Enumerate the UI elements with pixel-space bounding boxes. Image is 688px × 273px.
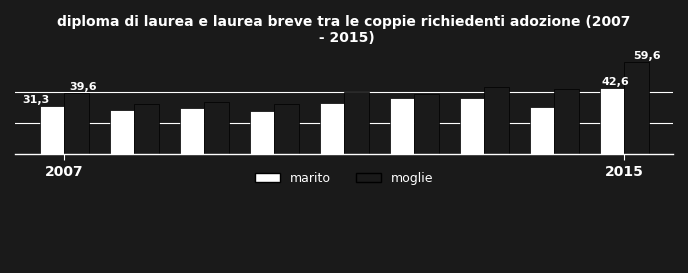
Bar: [180, 108, 204, 154]
Bar: [109, 110, 134, 154]
Text: 31,3: 31,3: [22, 95, 50, 105]
Bar: [39, 106, 64, 154]
Bar: [204, 102, 228, 154]
Bar: [64, 93, 89, 154]
Bar: [484, 87, 508, 154]
Bar: [274, 104, 299, 154]
Legend: marito, moglie: marito, moglie: [250, 167, 438, 190]
Bar: [319, 103, 344, 154]
Bar: [624, 62, 649, 154]
Bar: [344, 92, 369, 154]
Bar: [250, 111, 274, 154]
Bar: [599, 88, 624, 154]
Text: 42,6: 42,6: [601, 77, 629, 87]
Text: 39,6: 39,6: [69, 82, 97, 92]
Bar: [389, 98, 414, 154]
Bar: [414, 94, 438, 154]
Bar: [460, 97, 484, 154]
Bar: [530, 107, 554, 154]
Title: diploma di laurea e laurea breve tra le coppie richiedenti adozione (2007
 - 201: diploma di laurea e laurea breve tra le …: [57, 15, 631, 45]
Bar: [554, 89, 579, 154]
Bar: [134, 105, 158, 154]
Text: 59,6: 59,6: [633, 51, 660, 61]
